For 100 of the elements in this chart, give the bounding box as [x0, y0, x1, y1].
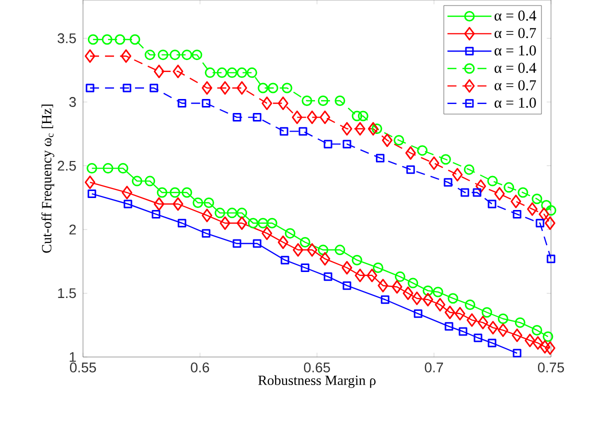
point — [498, 314, 508, 324]
point — [504, 182, 514, 193]
point — [118, 163, 128, 174]
y-tick-label: 3 — [69, 97, 76, 107]
point — [86, 163, 98, 174]
point — [510, 194, 522, 208]
point — [202, 99, 210, 108]
point — [464, 299, 476, 310]
point — [444, 322, 454, 331]
point — [324, 272, 332, 281]
point — [422, 285, 434, 296]
point — [170, 50, 180, 60]
point — [214, 208, 226, 218]
point — [406, 165, 415, 174]
point — [320, 252, 330, 266]
point — [280, 256, 290, 264]
point — [394, 135, 404, 146]
y-tick-label: 3.5 — [58, 33, 76, 44]
point — [132, 176, 142, 186]
point — [144, 50, 156, 60]
point — [306, 110, 318, 124]
point — [422, 292, 434, 306]
legend-label: α = 0.7 — [494, 80, 536, 90]
point — [232, 113, 242, 122]
point — [114, 34, 126, 45]
point — [524, 334, 536, 348]
point — [472, 188, 482, 197]
point — [318, 95, 328, 106]
point — [292, 110, 302, 124]
point — [216, 67, 228, 78]
point — [378, 278, 388, 292]
point — [498, 323, 508, 337]
point — [546, 254, 556, 264]
point — [478, 316, 488, 330]
point — [258, 218, 268, 228]
point — [178, 218, 186, 228]
legend-label: α = 0.4 — [494, 10, 536, 21]
point — [182, 187, 192, 198]
point — [538, 207, 550, 221]
point — [544, 216, 556, 230]
y-tick-label: 2.5 — [58, 160, 76, 171]
point — [428, 156, 440, 170]
point — [527, 202, 538, 216]
point — [354, 122, 366, 136]
point — [258, 82, 268, 94]
point — [532, 194, 542, 204]
legend-label: α = 1.0 — [494, 98, 536, 108]
point — [460, 188, 470, 197]
y-tick-label: 1.5 — [58, 288, 76, 298]
point — [482, 307, 492, 318]
point — [280, 127, 288, 136]
point — [262, 96, 272, 110]
point — [324, 140, 332, 148]
point — [226, 67, 238, 78]
point — [540, 340, 550, 354]
point — [532, 324, 542, 336]
point — [156, 187, 168, 198]
point — [474, 334, 482, 342]
point — [408, 278, 418, 288]
point — [434, 298, 446, 312]
point — [252, 239, 262, 248]
legend-label: α = 1.0 — [494, 45, 536, 56]
point — [220, 216, 230, 230]
point — [298, 127, 308, 136]
point — [158, 50, 168, 60]
point — [512, 210, 522, 218]
point — [226, 208, 238, 218]
point — [518, 187, 528, 198]
legend-label: α = 0.7 — [494, 28, 536, 38]
point — [204, 67, 216, 78]
point — [342, 140, 352, 148]
point — [292, 243, 304, 257]
point — [202, 208, 212, 222]
point — [262, 226, 272, 240]
y-axis-title: Cut-off Frequency ω$_{c}$ [Hz] — [41, 104, 54, 253]
point — [84, 49, 96, 63]
point — [130, 34, 140, 45]
point — [352, 110, 362, 122]
point — [306, 243, 318, 257]
point — [300, 237, 310, 248]
point — [172, 197, 184, 211]
point — [178, 99, 186, 108]
point — [414, 309, 422, 318]
point — [282, 82, 292, 94]
point — [182, 50, 192, 60]
point — [512, 348, 522, 358]
point — [268, 82, 278, 94]
y-tick-label: 1 — [70, 352, 76, 362]
point — [546, 205, 556, 216]
point — [444, 178, 452, 187]
point — [124, 200, 132, 208]
point — [284, 228, 296, 239]
point — [220, 81, 230, 95]
point — [236, 67, 248, 78]
point — [512, 328, 522, 342]
point — [154, 197, 164, 211]
point — [382, 134, 392, 147]
point — [372, 262, 384, 273]
point — [444, 306, 456, 320]
point — [514, 317, 526, 328]
